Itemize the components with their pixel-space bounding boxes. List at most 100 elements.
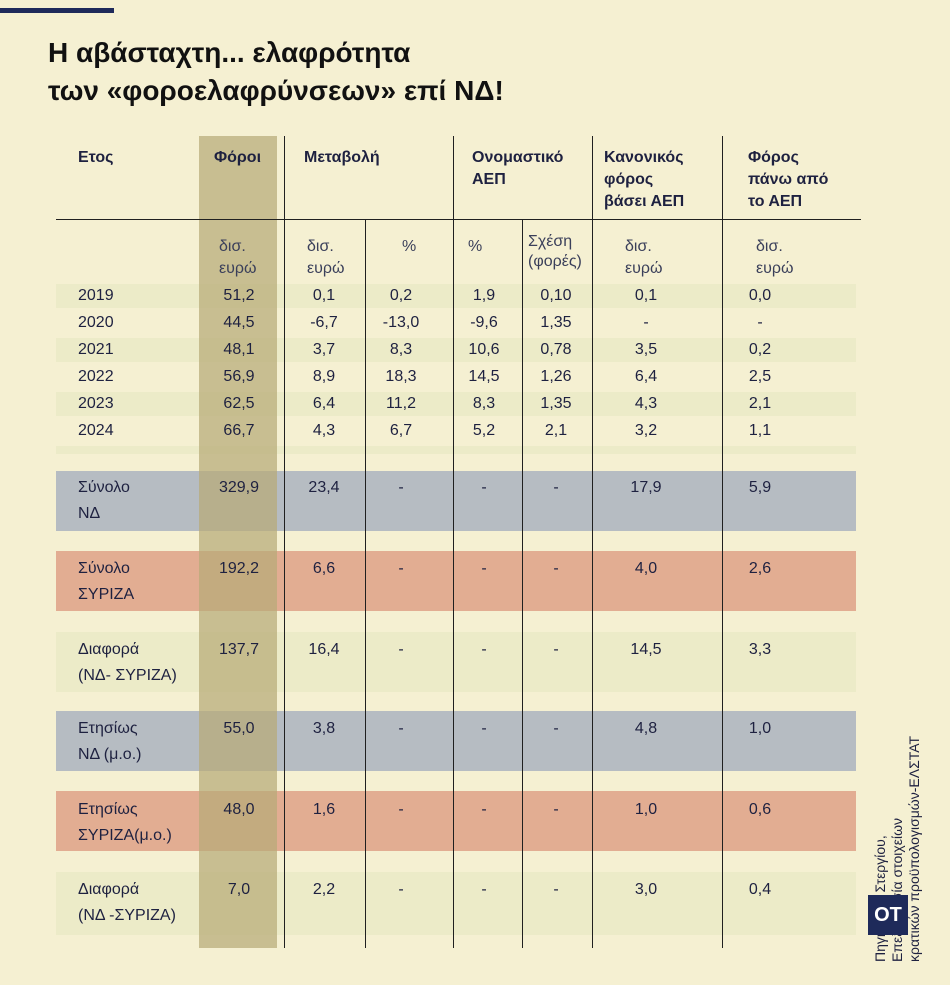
column-divider <box>284 136 285 220</box>
unit-gdp-pct: % <box>468 238 483 255</box>
table-cell: 4,3 <box>312 422 336 439</box>
summary-cell: - <box>398 479 404 496</box>
summary-label: Ετησίως ΝΔ (μ.ο.) <box>78 720 142 763</box>
table-cell: 1,9 <box>472 287 496 304</box>
table-cell: - <box>643 314 649 331</box>
table-cell: 48,1 <box>223 341 255 358</box>
header-rule <box>56 219 861 220</box>
column-divider <box>722 136 723 220</box>
unit-taxes: δισ. ευρώ <box>219 238 257 277</box>
summary-cell: 48,0 <box>223 801 255 818</box>
column-divider <box>722 220 723 948</box>
summary-label: Ετησίως ΣΥΡΙΖΑ(μ.ο.) <box>78 801 172 844</box>
header-normal-tax: Κανονικός φόρος βάσει ΑΕΠ <box>604 149 685 210</box>
header-tax-above-gdp: Φόρος πάνω από το ΑΕΠ <box>748 149 829 210</box>
table-cell: 6,4 <box>312 395 336 412</box>
unit-gdp-ratio: Σχέση (φορές) <box>528 233 582 270</box>
table-cell: 0,78 <box>540 341 572 358</box>
table-cell: 8,9 <box>312 368 336 385</box>
table-cell: -6,7 <box>310 314 338 331</box>
header-change: Μεταβολή <box>304 149 380 166</box>
column-divider <box>453 136 454 220</box>
table-row-year: 2020 <box>78 314 114 331</box>
summary-cell: 23,4 <box>308 479 340 496</box>
summary-cell: 2,2 <box>312 881 336 898</box>
summary-cell: 1,0 <box>634 801 658 818</box>
unit-tax-above: δισ. ευρώ <box>756 238 794 277</box>
unit-change-pct: % <box>402 238 417 255</box>
table-cell: 2,1 <box>544 422 568 439</box>
table-cell: 0,1 <box>634 287 658 304</box>
table-cell: 3,7 <box>312 341 336 358</box>
table-cell: 8,3 <box>472 395 496 412</box>
column-divider <box>284 220 285 948</box>
table-cell: 1,26 <box>540 368 572 385</box>
table-cell: 6,7 <box>389 422 413 439</box>
table-cell: 0,1 <box>312 287 336 304</box>
table-row-year: 2022 <box>78 368 114 385</box>
summary-label: Διαφορά (ΝΔ -ΣΥΡΙΖΑ) <box>78 881 176 924</box>
column-divider <box>592 220 593 948</box>
summary-cell: - <box>481 801 487 818</box>
table-cell: 44,5 <box>223 314 255 331</box>
summary-cell: - <box>481 641 487 658</box>
table-cell: 66,7 <box>223 422 255 439</box>
summary-cell: - <box>553 720 559 737</box>
row-band-end <box>56 446 856 454</box>
title-line-2: των «φοροελαφρύνσεων» επί ΝΔ! <box>48 75 504 106</box>
summary-cell: 5,9 <box>748 479 772 496</box>
column-divider <box>365 220 366 948</box>
summary-cell: 3,3 <box>748 641 772 658</box>
table-cell: 8,3 <box>389 341 413 358</box>
summary-cell: - <box>398 560 404 577</box>
highlight-column-taxes <box>199 136 277 948</box>
table-cell: 3,5 <box>634 341 658 358</box>
summary-cell: 55,0 <box>223 720 255 737</box>
table-cell: 51,2 <box>223 287 255 304</box>
table-cell: 14,5 <box>468 368 500 385</box>
summary-cell: 14,5 <box>630 641 662 658</box>
summary-cell: 7,0 <box>227 881 251 898</box>
table-cell: 6,4 <box>634 368 658 385</box>
page-title: Η αβάσταχτη... ελαφρότητα των «φοροελαφρ… <box>48 34 504 110</box>
summary-cell: 2,6 <box>748 560 772 577</box>
summary-cell: - <box>481 720 487 737</box>
top-accent-bar <box>0 8 114 13</box>
table-cell: -9,6 <box>470 314 498 331</box>
unit-normal-tax: δισ. ευρώ <box>625 238 663 277</box>
table-cell: 0,2 <box>748 341 772 358</box>
summary-cell: 17,9 <box>630 479 662 496</box>
summary-cell: 6,6 <box>312 560 336 577</box>
table-cell: -13,0 <box>382 314 420 331</box>
summary-cell: 1,6 <box>312 801 336 818</box>
summary-cell: 192,2 <box>218 560 260 577</box>
title-line-1: Η αβάσταχτη... ελαφρότητα <box>48 37 411 68</box>
table-cell: 5,2 <box>472 422 496 439</box>
table-cell: 4,3 <box>634 395 658 412</box>
summary-cell: - <box>398 881 404 898</box>
summary-cell: - <box>553 560 559 577</box>
table-cell: 0,10 <box>540 287 572 304</box>
header-taxes: Φόροι <box>214 149 262 166</box>
table-cell: 2,5 <box>748 368 772 385</box>
column-divider <box>522 220 523 948</box>
summary-label: Διαφορά (ΝΔ- ΣΥΡΙΖΑ) <box>78 641 177 684</box>
summary-cell: - <box>553 479 559 496</box>
table-row-year: 2024 <box>78 422 114 439</box>
summary-cell: - <box>553 801 559 818</box>
column-divider <box>453 220 454 948</box>
summary-cell: 0,4 <box>748 881 772 898</box>
table-cell: 2,1 <box>748 395 772 412</box>
unit-change-abs: δισ. ευρώ <box>307 238 345 277</box>
column-divider <box>592 136 593 220</box>
table-cell: - <box>757 314 763 331</box>
summary-label: Σύνολο ΣΥΡΙΖΑ <box>78 560 135 603</box>
summary-cell: 137,7 <box>218 641 260 658</box>
summary-cell: - <box>553 641 559 658</box>
table-cell: 0,0 <box>748 287 772 304</box>
summary-cell: - <box>398 801 404 818</box>
header-year: Ετος <box>78 149 114 166</box>
table-row-year: 2019 <box>78 287 114 304</box>
summary-cell: 4,8 <box>634 720 658 737</box>
summary-cell: 3,8 <box>312 720 336 737</box>
